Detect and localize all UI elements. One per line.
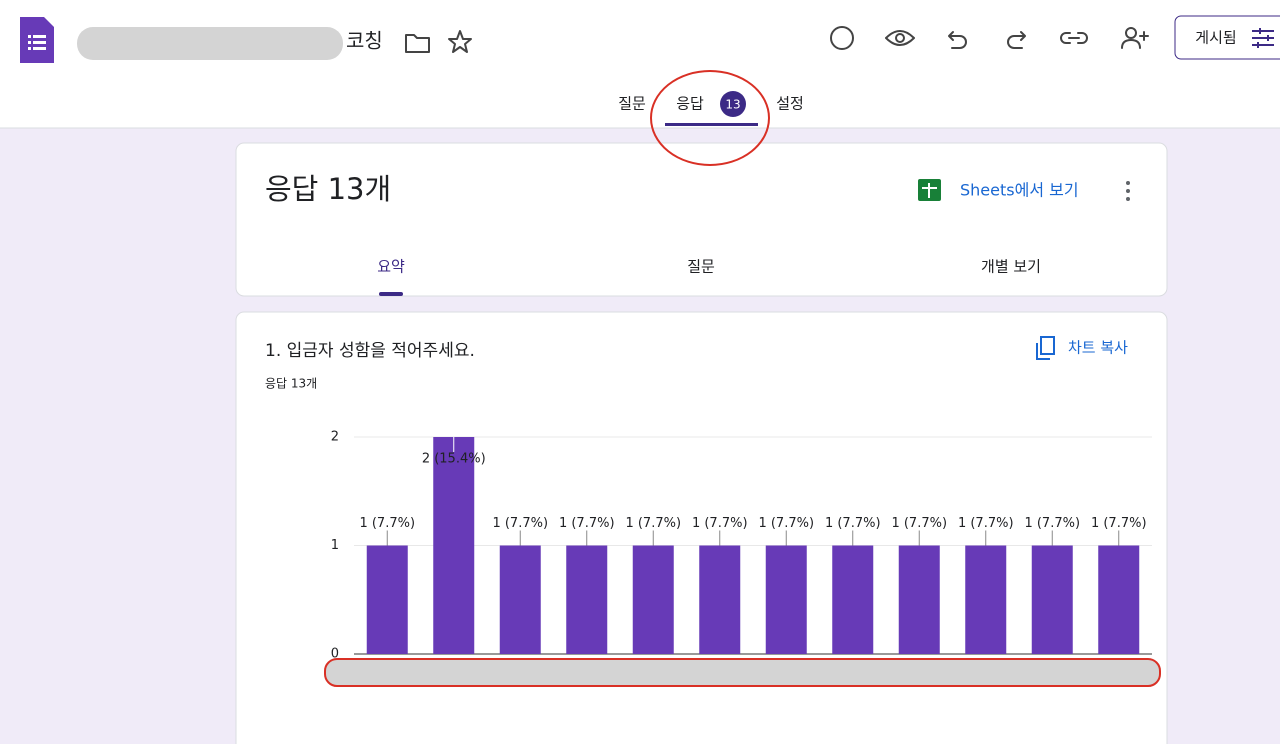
subtab-individual[interactable]: 개별 보기	[981, 258, 1041, 276]
bar	[898, 545, 940, 654]
badge-count: 13	[725, 98, 740, 112]
redo-icon[interactable]	[1007, 31, 1026, 49]
publish-button[interactable]	[1174, 15, 1280, 60]
subtab-summary[interactable]: 요약	[377, 258, 405, 276]
add-collaborator-icon[interactable]	[1121, 31, 1149, 49]
question-title: 1. 입금자 성함을 적어주세요.	[265, 341, 475, 361]
value-label: 1 (7.7%)	[958, 516, 1014, 531]
y-tick-label: 0	[331, 647, 339, 662]
subtab-indicator	[379, 292, 403, 296]
value-label: 1 (7.7%)	[825, 516, 881, 531]
bar	[1098, 545, 1140, 654]
more-menu[interactable]	[1126, 181, 1130, 201]
tab-responses[interactable]: 응답	[676, 95, 704, 113]
blurred-title	[77, 27, 343, 60]
bar	[1031, 545, 1073, 654]
logo-lines	[28, 35, 46, 50]
person-head	[1125, 27, 1137, 39]
bar	[566, 545, 608, 654]
value-label: 1 (7.7%)	[692, 516, 748, 531]
copy-chart[interactable]: 차트 복사	[1068, 339, 1128, 357]
summary-title: 응답 13개	[265, 172, 391, 206]
bar	[433, 437, 475, 654]
highlight-circle	[650, 70, 770, 166]
preview-pupil	[895, 33, 905, 43]
header	[0, 0, 1280, 128]
value-label: 1 (7.7%)	[492, 516, 548, 531]
bar	[699, 545, 741, 654]
y-tick-label: 1	[331, 538, 339, 553]
star-icon[interactable]	[448, 30, 472, 53]
value-label: 1 (7.7%)	[1091, 516, 1147, 531]
value-label: 1 (7.7%)	[559, 516, 615, 531]
forms-logo[interactable]	[20, 17, 54, 63]
copy-icon[interactable]	[1036, 336, 1055, 360]
subtab-question[interactable]: 질문	[687, 258, 715, 276]
value-label: 1 (7.7%)	[758, 516, 814, 531]
bar-chart: 0 1 2 1 (7.7%) 2 (15.4%) 1 (7.7%) 1 (7.7%) 1 (7…	[331, 430, 1152, 662]
publish-icon	[1252, 28, 1274, 48]
value-label: 1 (7.7%)	[625, 516, 681, 531]
blurred-axis-labels	[324, 658, 1161, 687]
undo-icon[interactable]	[948, 31, 967, 49]
sheets-link[interactable]: Sheets에서 보기	[960, 181, 1079, 200]
tab-indicator	[665, 123, 758, 126]
tab-questions[interactable]: 질문	[618, 95, 646, 113]
form-title[interactable]: 코칭	[346, 29, 383, 53]
folder-icon[interactable]	[405, 34, 430, 53]
sheets-icon-grid	[922, 183, 937, 198]
palette-icon[interactable]	[830, 26, 854, 50]
bar	[499, 545, 541, 654]
y-tick-label: 2	[331, 430, 339, 445]
preview-icon[interactable]	[885, 30, 915, 46]
bar	[965, 545, 1007, 654]
publish-label: 게시됨	[1195, 29, 1236, 47]
bar	[832, 545, 874, 654]
link-icon[interactable]	[1060, 32, 1088, 44]
tab-settings[interactable]: 설정	[776, 95, 804, 113]
bar	[632, 545, 674, 654]
bar	[765, 545, 807, 654]
value-label: 1 (7.7%)	[891, 516, 947, 531]
response-badge	[720, 91, 746, 117]
bar	[366, 545, 408, 654]
value-label: 1 (7.7%)	[359, 516, 415, 531]
value-label: 1 (7.7%)	[1024, 516, 1080, 531]
value-label: 2 (15.4%)	[422, 452, 486, 467]
response-count: 응답 13개	[265, 377, 317, 391]
